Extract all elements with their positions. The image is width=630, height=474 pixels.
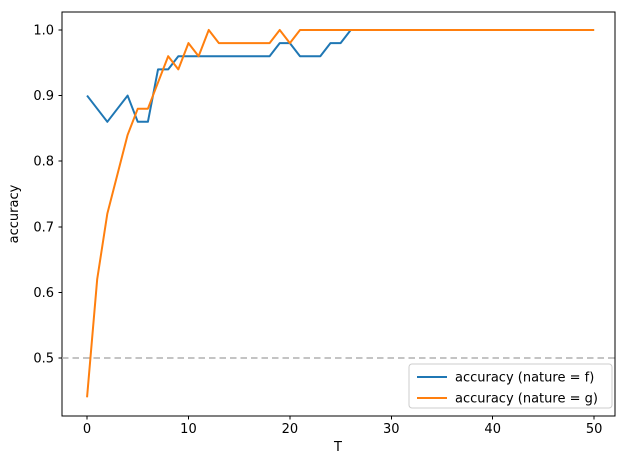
y-tick-label: 1.0 xyxy=(33,23,54,38)
legend: accuracy (nature = f) accuracy (nature = … xyxy=(408,363,613,409)
series-line-f xyxy=(86,28,595,123)
x-tick-label: 30 xyxy=(383,422,400,437)
y-axis-label: accuracy xyxy=(7,184,22,243)
y-tick-label: 0.9 xyxy=(33,89,54,104)
x-tick-label: 0 xyxy=(83,422,91,437)
legend-box xyxy=(408,363,613,409)
x-tick-label: 20 xyxy=(282,422,299,437)
axes-spines xyxy=(61,11,616,417)
series-layer xyxy=(86,28,595,398)
x-tick-label: 40 xyxy=(484,422,501,437)
plot-frame xyxy=(61,11,616,417)
x-tick-label: 10 xyxy=(180,422,197,437)
series-line-g xyxy=(86,28,595,398)
y-tick-label: 0.8 xyxy=(33,155,54,170)
x-axis-label: T xyxy=(333,440,342,455)
x-tick-label: 50 xyxy=(586,422,603,437)
y-tick-label: 0.7 xyxy=(33,220,54,235)
y-tick-label: 0.6 xyxy=(33,286,54,301)
legend-label-f: accuracy (nature = f) xyxy=(455,371,594,386)
ticks-layer: 0 10 20 30 40 50 0.5 0.6 0.7 0.8 0.9 1.0 xyxy=(33,23,602,437)
y-tick-label: 0.5 xyxy=(33,351,54,366)
legend-label-g: accuracy (nature = g) xyxy=(455,392,598,407)
